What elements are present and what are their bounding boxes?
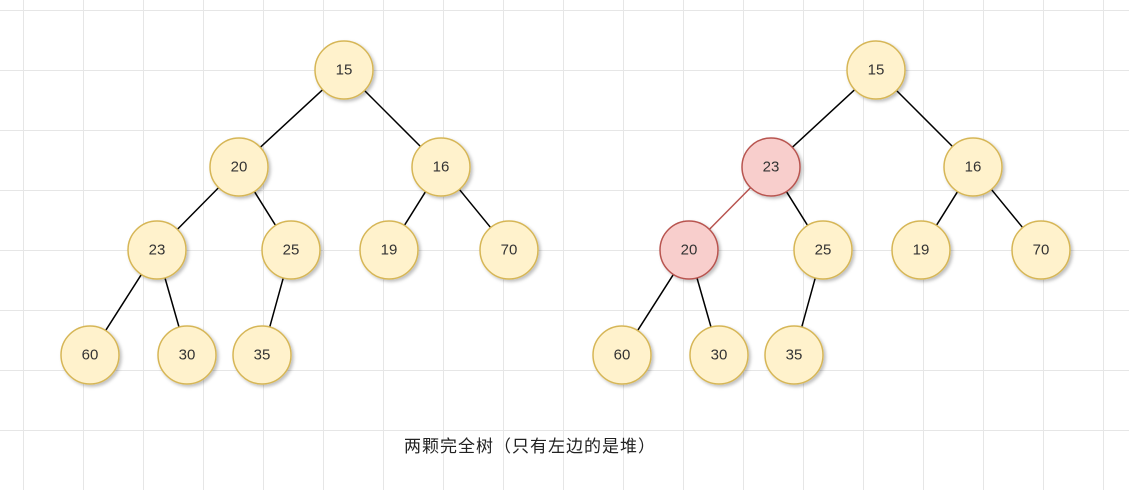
tree-left-edge-25-35 (268, 277, 285, 328)
tree-right-node-19: 19 (891, 220, 951, 280)
node-circle (659, 220, 719, 280)
node-circle (592, 325, 652, 385)
node-circle (741, 137, 801, 197)
node-circle (891, 220, 951, 280)
node-label: 30 (179, 347, 196, 364)
node-label: 60 (82, 347, 99, 364)
node-circle (764, 325, 824, 385)
tree-left-edge-20-23 (176, 187, 220, 230)
tree-right-node-16: 16 (943, 137, 1003, 197)
tree-right-node-30: 30 (689, 325, 749, 385)
node-circle (1011, 220, 1071, 280)
node-label: 23 (763, 159, 780, 176)
node-label: 15 (336, 62, 353, 79)
node-circle (359, 220, 419, 280)
node-circle (689, 325, 749, 385)
tree-right-edge-25-35 (800, 277, 817, 328)
tree-right-edge-16-19 (935, 191, 959, 226)
tree-left-node-15: 15 (314, 40, 374, 100)
node-label: 19 (381, 242, 398, 259)
tree-left-edge-23-30 (164, 277, 180, 328)
node-label: 16 (433, 159, 450, 176)
tree-left-node-23: 23 (127, 220, 187, 280)
tree-left-edge-23-60 (104, 274, 143, 331)
tree-left-node-35: 35 (232, 325, 292, 385)
node-circle (209, 137, 269, 197)
tree-right-edge-16-70 (990, 188, 1024, 229)
node-label: 30 (711, 347, 728, 364)
node-label: 70 (1033, 242, 1050, 259)
tree-right-edge-20-30 (696, 277, 712, 328)
node-label: 60 (614, 347, 631, 364)
node-label: 19 (913, 242, 930, 259)
tree-left-node-20: 20 (209, 137, 269, 197)
node-circle (314, 40, 374, 100)
tree-left-edge-16-70 (458, 188, 492, 229)
node-label: 25 (815, 242, 832, 259)
tree-right-node-20: 20 (659, 220, 719, 280)
node-circle (261, 220, 321, 280)
node-circle (411, 137, 471, 197)
node-label: 15 (868, 62, 885, 79)
tree-right-node-23: 23 (741, 137, 801, 197)
node-label: 70 (501, 242, 518, 259)
tree-left-edge-16-19 (403, 191, 427, 226)
tree-left-node-30: 30 (157, 325, 217, 385)
tree-left-node-19: 19 (359, 220, 419, 280)
tree-right-node-70: 70 (1011, 220, 1071, 280)
node-label: 20 (681, 242, 698, 259)
tree-left-edge-20-25 (253, 191, 277, 226)
node-circle (479, 220, 539, 280)
node-label: 35 (786, 347, 803, 364)
tree-left-node-16: 16 (411, 137, 471, 197)
nodes-layer: 15 20 16 23 25 19 70 60 30 35 15 23 16 20 25 19 70 60 30 35 (60, 40, 1071, 385)
tree-right-edge-15-16 (895, 89, 954, 148)
node-circle (60, 325, 120, 385)
node-circle (127, 220, 187, 280)
tree-right-edge-20-60 (636, 274, 675, 331)
tree-right-node-25: 25 (793, 220, 853, 280)
node-label: 20 (231, 159, 248, 176)
tree-left-node-25: 25 (261, 220, 321, 280)
node-label: 23 (149, 242, 166, 259)
tree-right-edge-15-23 (791, 89, 856, 148)
node-circle (943, 137, 1003, 197)
tree-left-node-60: 60 (60, 325, 120, 385)
node-label: 35 (254, 347, 271, 364)
node-label: 25 (283, 242, 300, 259)
tree-right-edge-23-20 (708, 187, 752, 230)
node-circle (232, 325, 292, 385)
tree-right-node-35: 35 (764, 325, 824, 385)
tree-left-edge-15-16 (363, 89, 422, 148)
tree-right-node-60: 60 (592, 325, 652, 385)
edges-layer (104, 89, 1024, 331)
tree-left-edge-15-20 (259, 89, 324, 148)
tree-right-node-15: 15 (846, 40, 906, 100)
node-circle (793, 220, 853, 280)
node-label: 16 (965, 159, 982, 176)
node-circle (846, 40, 906, 100)
tree-left-node-70: 70 (479, 220, 539, 280)
diagram-caption: 两颗完全树（只有左边的是堆） (404, 437, 656, 457)
node-circle (157, 325, 217, 385)
tree-right-edge-23-25 (785, 191, 809, 226)
